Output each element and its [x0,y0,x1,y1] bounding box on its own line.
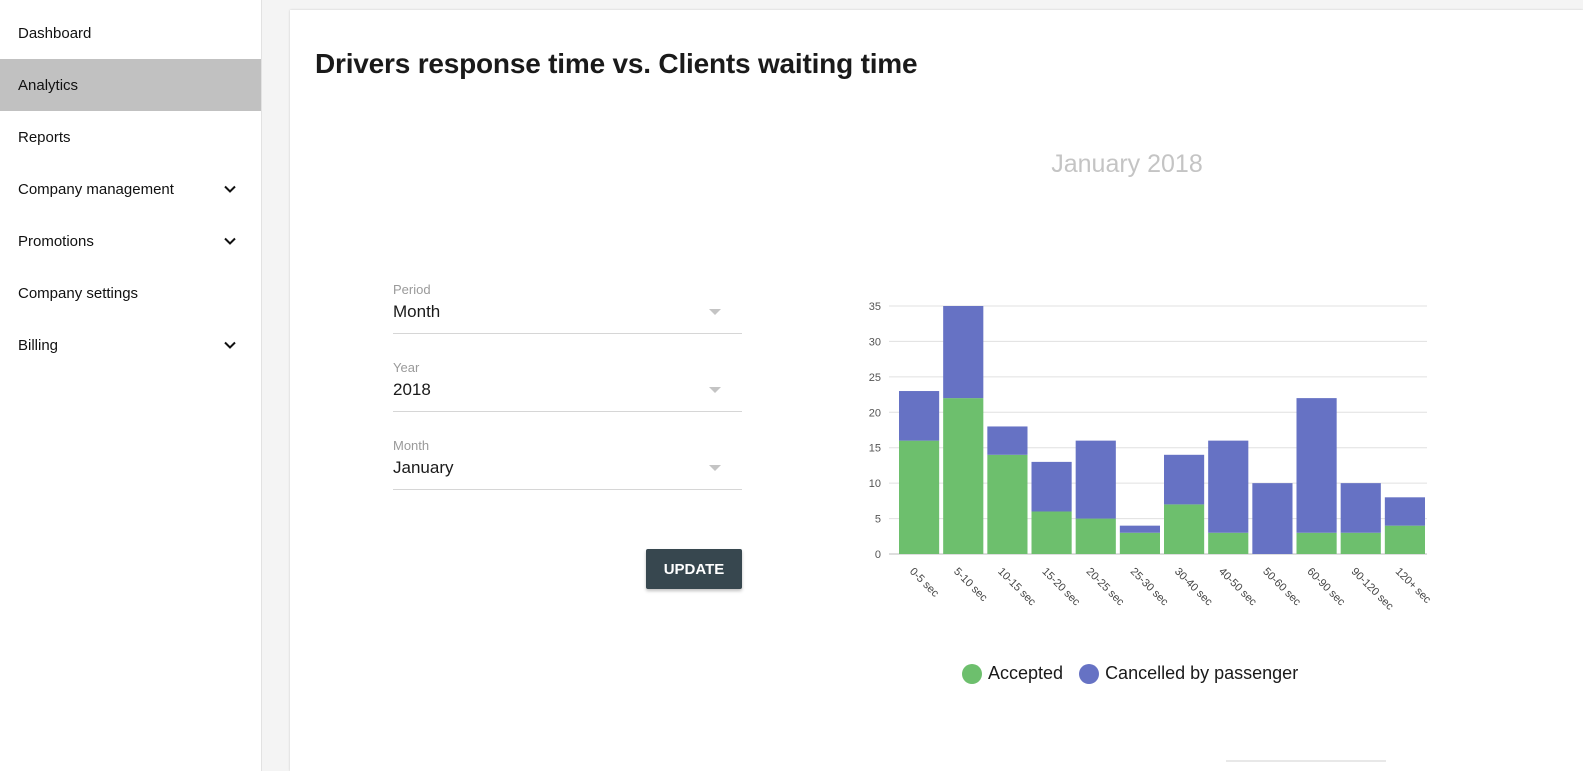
y-tick-label: 10 [869,478,881,490]
sidebar-item-label: Dashboard [18,24,92,42]
sidebar-item-billing[interactable]: Billing [0,319,261,371]
divider [1226,760,1386,762]
year-label: Year [393,360,420,375]
legend-swatch-accepted [962,663,982,684]
period-label: Period [393,282,431,297]
legend-label-accepted: Accepted [988,663,1064,683]
chevron-down-icon[interactable] [223,234,237,248]
bar-accepted [1340,532,1381,554]
bar-cancelled [1296,398,1337,533]
bar-cancelled [1119,525,1160,533]
y-tick-label: 30 [869,336,881,348]
bar-accepted [943,398,984,554]
x-tick-label: 20-25 sec [1084,566,1127,609]
y-tick-label: 25 [869,372,881,384]
chevron-down-icon[interactable] [223,338,237,352]
legend-label-cancelled: Cancelled by passenger [1105,663,1299,683]
bar-cancelled [1208,440,1249,533]
month-value: January [393,458,454,477]
dropdown-arrow-icon [709,465,721,471]
y-tick-label: 20 [869,407,881,419]
x-tick-label: 50-60 sec [1260,566,1303,609]
x-tick-label: 0-5 sec [907,566,941,600]
sidebar-item-label: Company management [18,180,174,198]
sidebar-item-company-management[interactable]: Company management [0,163,261,215]
sidebar-item-reports[interactable]: Reports [0,111,261,163]
period-select[interactable]: Period Month [393,282,742,334]
sidebar-item-label: Promotions [18,232,94,250]
bar-cancelled [899,391,940,441]
bar-cancelled [1340,483,1381,533]
bar-cancelled [943,306,984,399]
y-tick-label: 35 [869,301,881,313]
sidebar-item-promotions[interactable]: Promotions [0,215,261,267]
month-label: Month [393,438,430,453]
legend-item-accepted[interactable]: Accepted [962,663,1063,684]
x-tick-label: 10-15 sec [995,566,1038,609]
x-tick-label: 15-20 sec [1039,566,1082,609]
sidebar-item-label: Reports [18,128,71,146]
page-title: Drivers response time vs. Clients waitin… [315,48,918,79]
x-tick-label: 60-90 sec [1304,566,1347,609]
bar-accepted [1119,532,1160,554]
bar-cancelled [987,426,1028,455]
stacked-bar-chart: 0 5 10 15 20 25 30 35 0-5 sec 5-10 sec 10-15 sec 15… [869,301,1434,613]
chart-title: January 2018 [1051,150,1203,178]
legend-item-cancelled[interactable]: Cancelled by passenger [1079,663,1298,684]
sidebar-item-label: Company settings [18,284,139,302]
bar-accepted [1075,518,1116,554]
x-tick-label: 30-40 sec [1172,566,1215,609]
bar-cancelled [1252,483,1293,554]
chevron-down-icon[interactable] [223,182,237,196]
bar-cancelled [1384,497,1425,526]
year-value: 2018 [393,380,431,399]
x-tick-label: 120+ sec [1393,566,1434,607]
bar-cancelled [1075,440,1116,519]
bar-accepted [1296,532,1337,554]
x-tick-label: 25-30 sec [1128,566,1171,609]
bar-accepted [987,454,1028,554]
sidebar: Dashboard Analytics Reports Company mana… [0,0,262,771]
month-select[interactable]: Month January [393,438,742,490]
sidebar-item-dashboard[interactable]: Dashboard [0,7,261,59]
x-tick-label: 40-50 sec [1216,566,1259,609]
bar-accepted [899,440,940,554]
period-value: Month [393,302,441,321]
chart-legend: Accepted Cancelled by passenger [962,663,1314,684]
sidebar-item-label: Billing [18,336,59,354]
update-button[interactable]: UPDATE [646,549,742,589]
sidebar-item-analytics[interactable]: Analytics [0,59,261,111]
bar-cancelled [1164,454,1205,505]
x-tick-label: 5-10 sec [951,566,990,605]
dropdown-arrow-icon [709,387,721,393]
bar-accepted [1164,504,1205,554]
year-select[interactable]: Year 2018 [393,360,742,412]
dropdown-arrow-icon [709,309,721,315]
bar-cancelled [1031,461,1072,512]
x-tick-label: 90-120 sec [1349,566,1396,613]
sidebar-item-company-settings[interactable]: Company settings [0,267,261,319]
legend-swatch-cancelled [1079,663,1100,684]
main-card: Drivers response time vs. Clients waitin… [290,10,1583,771]
sidebar-item-label: Analytics [18,76,79,94]
y-tick-label: 0 [875,549,881,561]
bar-accepted [1208,532,1249,554]
bar-accepted [1384,525,1425,554]
y-tick-label: 5 [875,514,881,526]
bar-accepted [1031,511,1072,554]
y-tick-label: 15 [869,443,881,455]
